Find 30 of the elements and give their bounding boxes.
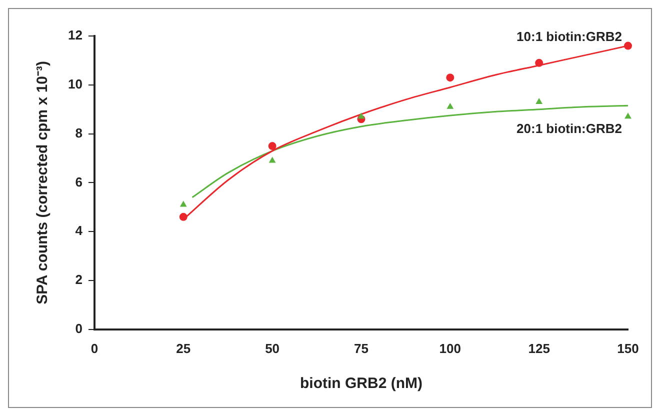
y-tick-label: 2 [75, 272, 82, 288]
line-series [192, 104, 628, 198]
x-tick-label: 75 [354, 340, 368, 356]
y-tick-label: 8 [75, 125, 82, 140]
y-tick-label: 4 [75, 223, 84, 238]
x-tick-label: 125 [528, 340, 550, 356]
point [446, 74, 454, 82]
y-tick-label: 0 [75, 320, 82, 336]
point [624, 42, 632, 50]
point [535, 58, 544, 67]
point [180, 200, 187, 207]
point [446, 102, 454, 109]
x-tick-label: 150 [617, 340, 639, 356]
x-tick-label: 50 [265, 340, 280, 356]
point [179, 212, 188, 221]
x-tick-label: 25 [176, 340, 191, 356]
point [536, 98, 543, 104]
series-label: 20:1 biotin:GRB2 [516, 120, 622, 136]
y-tick-label: 12 [68, 28, 82, 43]
point [624, 112, 632, 119]
y-axis-title: SPA counts (corrected cpm x 10⁻³) [34, 60, 52, 304]
point [358, 112, 365, 119]
point [268, 142, 276, 150]
y-tick-label: 6 [75, 174, 82, 190]
point [268, 156, 276, 163]
x-tick-label: 100 [439, 340, 462, 356]
series-label: 10:1 biotin:GRB2 [516, 28, 622, 44]
y-tick-label: 10 [68, 76, 82, 92]
x-axis-title: biotin GRB2 (nM) [300, 375, 422, 392]
x-tick-label: 0 [90, 340, 98, 356]
